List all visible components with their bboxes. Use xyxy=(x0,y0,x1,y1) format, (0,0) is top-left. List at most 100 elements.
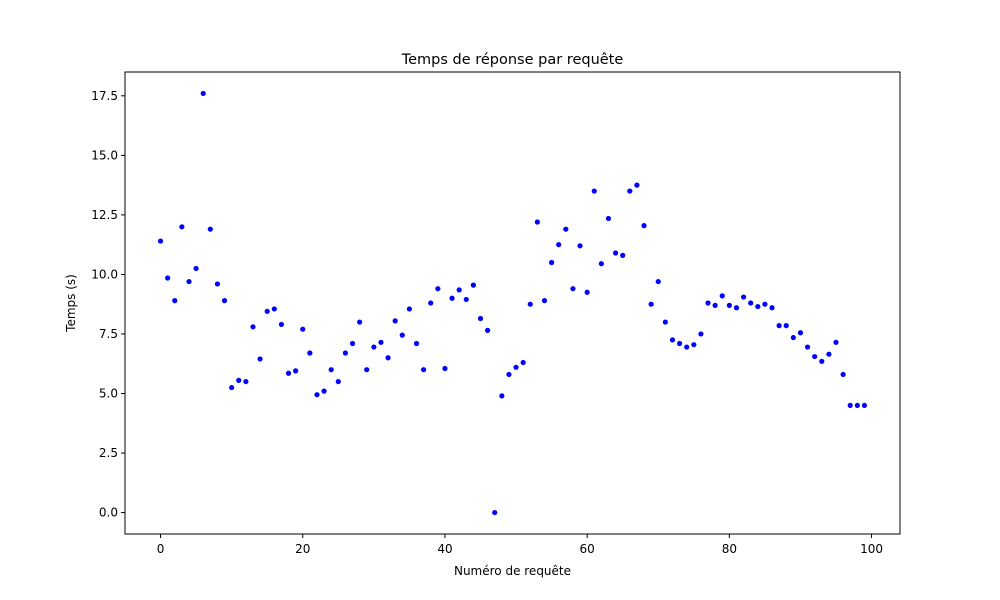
y-tick-label: 12.5 xyxy=(91,208,118,222)
data-point xyxy=(719,293,725,299)
data-point xyxy=(797,330,804,336)
data-point xyxy=(684,344,690,350)
plot-area-frame xyxy=(124,71,901,535)
data-point xyxy=(840,371,846,378)
data-point xyxy=(186,278,192,285)
data-point xyxy=(364,367,370,373)
data-point xyxy=(527,301,533,307)
data-point xyxy=(193,265,199,272)
data-point xyxy=(492,509,498,516)
data-point xyxy=(676,340,683,347)
data-point xyxy=(314,392,320,398)
data-point xyxy=(435,286,441,292)
data-point xyxy=(812,353,818,360)
y-tick-label: 7.5 xyxy=(99,327,118,341)
data-point xyxy=(200,90,206,97)
x-tick-label: 40 xyxy=(437,542,452,556)
data-point xyxy=(584,289,590,295)
x-tick-label: 60 xyxy=(580,542,595,556)
data-point xyxy=(342,350,349,356)
x-tick-label: 80 xyxy=(722,542,737,556)
data-point xyxy=(165,275,171,281)
data-point xyxy=(748,300,754,306)
data-point xyxy=(804,344,811,350)
data-point xyxy=(278,321,285,328)
data-point xyxy=(485,327,491,333)
data-point xyxy=(499,393,505,399)
data-point xyxy=(470,282,476,288)
data-point xyxy=(577,243,583,249)
data-point xyxy=(271,306,277,312)
data-point xyxy=(570,286,576,292)
data-point xyxy=(257,356,263,362)
data-point xyxy=(655,278,661,285)
data-point xyxy=(740,294,747,300)
data-point xyxy=(413,340,420,347)
data-point xyxy=(833,339,839,345)
data-point xyxy=(698,331,704,337)
data-points xyxy=(157,90,868,516)
data-point xyxy=(634,182,640,188)
data-point xyxy=(598,261,604,267)
data-point xyxy=(847,402,853,409)
data-point xyxy=(307,350,313,356)
data-point xyxy=(385,355,391,361)
x-tick-label: 0 xyxy=(157,542,165,556)
data-point xyxy=(406,306,413,312)
data-point xyxy=(854,402,860,409)
data-point xyxy=(783,323,789,329)
data-point xyxy=(861,402,868,409)
data-point xyxy=(826,351,832,357)
data-point xyxy=(293,368,299,374)
data-point xyxy=(300,326,306,332)
y-tick-label: 5.0 xyxy=(99,386,118,400)
data-point xyxy=(627,188,633,194)
data-point xyxy=(549,259,555,266)
data-point xyxy=(776,323,782,329)
data-point xyxy=(712,302,718,308)
data-point xyxy=(179,224,185,230)
data-point xyxy=(513,364,519,370)
data-point xyxy=(349,340,356,347)
data-point xyxy=(428,300,434,306)
data-point xyxy=(207,226,213,232)
data-point xyxy=(605,215,612,222)
y-tick-label: 17.5 xyxy=(91,89,118,103)
x-tick-label: 20 xyxy=(295,542,310,556)
data-point xyxy=(378,339,384,345)
data-point xyxy=(335,378,341,385)
data-point xyxy=(726,302,732,308)
data-point xyxy=(541,298,548,304)
data-point xyxy=(157,238,164,244)
data-point xyxy=(591,188,597,194)
data-point xyxy=(669,337,676,343)
data-point xyxy=(477,315,484,322)
data-point xyxy=(221,298,228,304)
data-point xyxy=(662,319,668,325)
data-point xyxy=(285,370,292,376)
data-point xyxy=(648,301,654,307)
data-point xyxy=(442,365,448,372)
y-axis: 0.0 2.5 5.0 7.5 10.0 12.5 15.0 17.5 xyxy=(91,89,125,520)
data-point xyxy=(506,371,512,378)
data-point xyxy=(214,281,221,287)
y-tick-label: 15.0 xyxy=(91,148,118,162)
data-point xyxy=(641,223,647,229)
data-point xyxy=(236,377,242,383)
y-tick-label: 10.0 xyxy=(91,267,118,281)
data-point xyxy=(449,295,455,301)
y-tick-label: 0.0 xyxy=(99,506,118,520)
data-point xyxy=(250,324,256,330)
data-point xyxy=(556,242,562,248)
data-point xyxy=(371,344,377,350)
data-point xyxy=(399,332,405,338)
data-point xyxy=(534,219,540,225)
x-axis: 0 20 40 60 80 100 xyxy=(157,534,883,556)
data-point xyxy=(563,226,569,232)
data-point xyxy=(520,359,526,366)
x-tick-label: 100 xyxy=(860,542,883,556)
data-point xyxy=(620,252,626,258)
data-point xyxy=(705,300,711,306)
data-point xyxy=(790,334,796,341)
